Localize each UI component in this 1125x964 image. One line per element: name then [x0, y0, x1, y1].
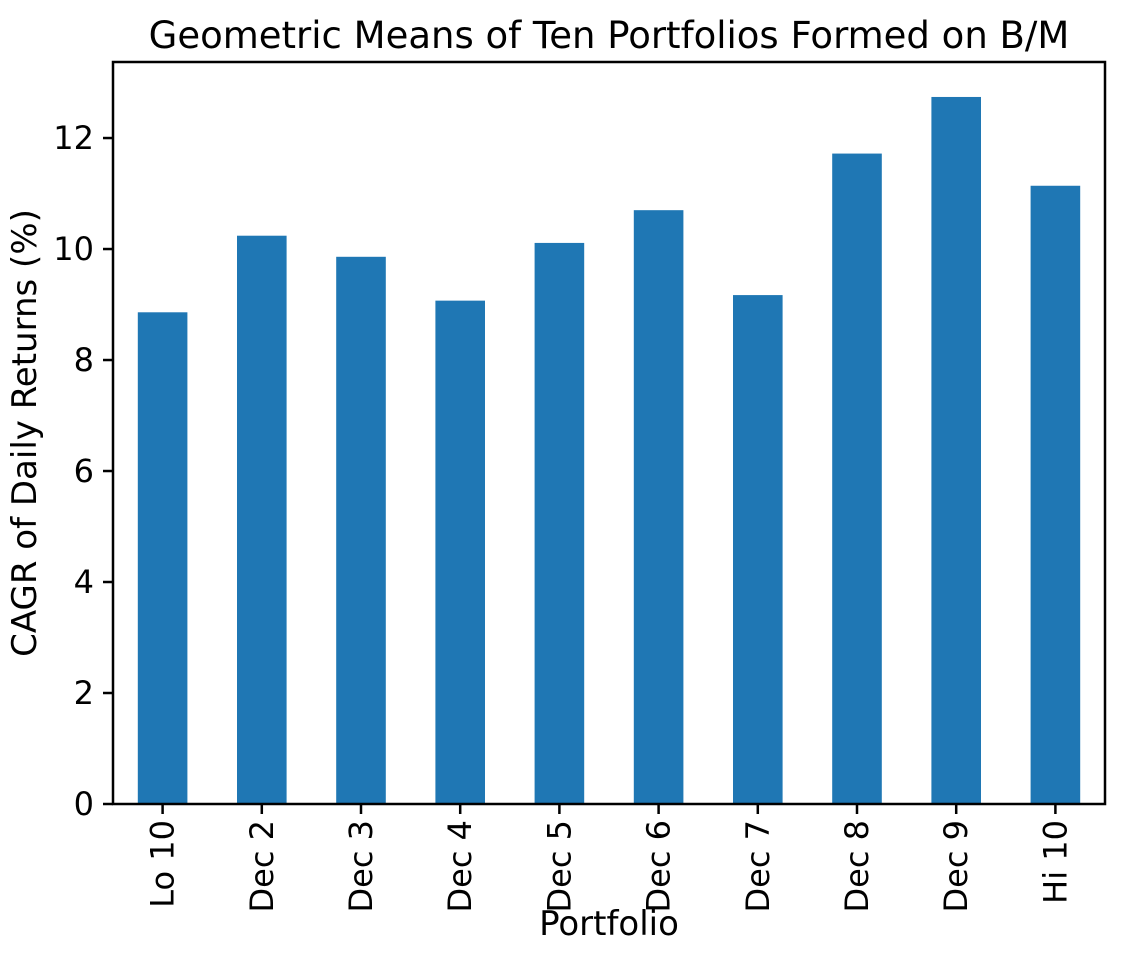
- bar-dec-9: [931, 96, 981, 804]
- x-tick-label: Dec 8: [838, 820, 876, 912]
- bar-dec-6: [633, 210, 684, 805]
- y-tick-label: 0: [74, 785, 94, 823]
- bar-dec-5: [534, 242, 585, 805]
- bar-lo-10: [137, 312, 188, 804]
- bar-hi-10: [1030, 185, 1081, 804]
- y-axis-label: CAGR of Daily Returns (%): [5, 209, 45, 657]
- x-tick-label: Dec 6: [640, 820, 678, 912]
- x-tick-label: Dec 3: [342, 820, 380, 912]
- y-tick-label: 2: [74, 674, 94, 712]
- y-tick-label: 12: [53, 119, 94, 157]
- y-tick-label: 8: [74, 341, 94, 379]
- y-tick-label: 6: [74, 452, 94, 490]
- bar-dec-4: [435, 300, 485, 804]
- x-axis-label: Portfolio: [539, 904, 679, 944]
- bar-dec-3: [336, 256, 386, 805]
- chart-title: Geometric Means of Ten Portfolios Formed…: [149, 14, 1070, 57]
- axes-frame: [111, 60, 1107, 806]
- x-tick-label: Hi 10: [1036, 820, 1074, 904]
- x-tick-label: Dec 7: [739, 820, 777, 912]
- bar-dec-7: [733, 295, 783, 804]
- x-tick-label: Lo 10: [144, 820, 182, 908]
- x-tick-label: Dec 4: [441, 820, 479, 912]
- x-tick-label: Dec 5: [540, 820, 578, 912]
- x-tick-label: Dec 9: [937, 820, 975, 912]
- plot-area: 0 2 4 6 8 10 12 Lo 10 Dec 2 Dec 3 Dec 4 Dec 5 Dec 6 D…: [53, 60, 1107, 912]
- y-tick-label: 4: [74, 563, 94, 601]
- bar-dec-2: [237, 235, 287, 805]
- y-tick-label: 10: [53, 230, 94, 268]
- bar-dec-8: [832, 153, 882, 804]
- x-tick-label: Dec 2: [243, 820, 281, 912]
